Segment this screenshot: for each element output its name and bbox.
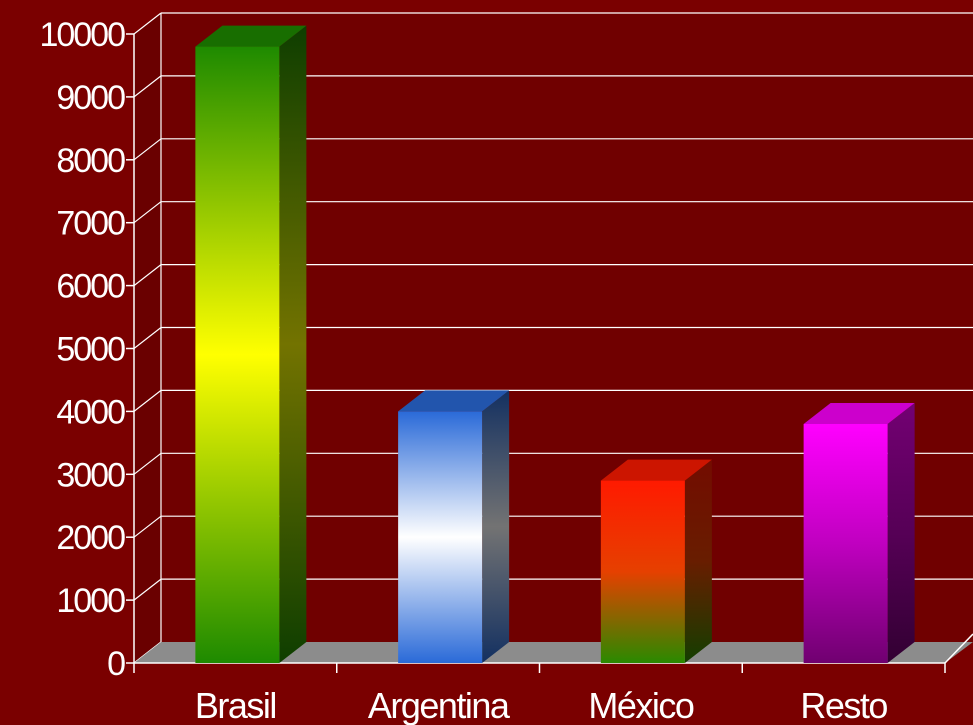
gridline-side <box>133 578 162 601</box>
y-tick-label: 8000 <box>56 142 125 180</box>
bar-top <box>195 25 307 47</box>
bar-top <box>600 459 712 481</box>
gridline-side <box>133 201 162 224</box>
bar-resto <box>803 402 915 663</box>
bar-argentina <box>398 390 510 663</box>
x-tick-labels: Brasil Argentina México Resto <box>195 685 889 725</box>
gridline-side <box>133 75 162 98</box>
gridline-side <box>133 327 162 349</box>
bar-side <box>684 459 712 663</box>
bar <box>600 480 685 663</box>
floor-edge-line <box>944 633 973 664</box>
y-tick-label: 10000 <box>39 16 125 54</box>
chart-floor <box>134 642 973 663</box>
bar-mexico <box>600 459 712 663</box>
bars <box>195 25 915 663</box>
y-tick-label: 2000 <box>56 519 125 557</box>
bar-side <box>482 390 510 663</box>
bar-side <box>279 25 307 663</box>
y-tick-label: 4000 <box>56 393 125 431</box>
x-tick-label: Argentina <box>368 685 511 725</box>
bar <box>398 411 483 663</box>
gridline-side <box>133 452 162 475</box>
y-tick-labels: 0 1000 2000 3000 4000 5000 6000 7000 8000 9000 100… <box>39 16 127 683</box>
y-tick-label: 3000 <box>56 456 125 494</box>
gridline-side <box>133 138 162 161</box>
y-tick-label: 9000 <box>56 79 125 117</box>
gridline-side <box>133 264 162 287</box>
gridline-side <box>133 515 162 538</box>
x-tick-label: Brasil <box>195 685 276 725</box>
bar <box>195 46 280 663</box>
bar-brasil <box>195 25 307 663</box>
bar-side <box>887 402 915 663</box>
y-tick-label: 5000 <box>56 331 125 369</box>
bar-top <box>803 402 915 424</box>
x-tick-label: México <box>588 685 694 725</box>
y-tick-label: 0 <box>107 645 125 683</box>
bar-top <box>398 390 510 412</box>
floor-plane <box>134 642 973 663</box>
gridline-side <box>133 12 162 35</box>
y-tick-label: 7000 <box>56 205 125 243</box>
gridline-side <box>133 389 162 412</box>
bar <box>803 423 888 663</box>
x-tick-label: Resto <box>800 685 887 725</box>
y-tick-label: 1000 <box>56 582 125 620</box>
y-tick-label: 6000 <box>56 268 125 306</box>
